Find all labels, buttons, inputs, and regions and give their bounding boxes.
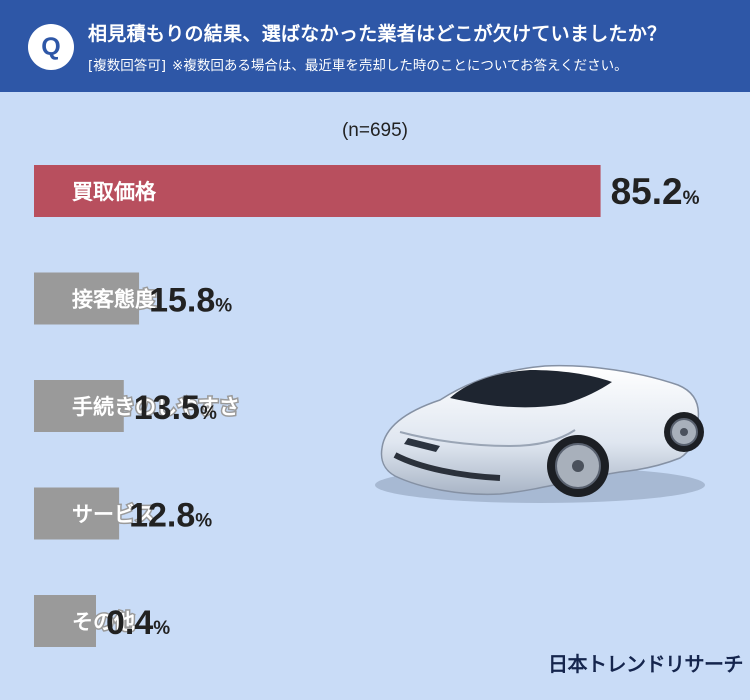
- bar-0: [34, 165, 601, 217]
- value-number-0: 85.2: [611, 171, 683, 212]
- brand-logo-text: 日本トレンドリサーチ: [548, 652, 744, 676]
- value-label-3: 12.8%: [129, 497, 212, 535]
- value-unit-3: %: [195, 511, 212, 532]
- sports-car-illustration: [375, 364, 705, 503]
- category-label-4: その他: [72, 610, 135, 634]
- q-badge: Q: [28, 24, 74, 70]
- bar-1: [34, 272, 140, 325]
- value-unit-1: %: [215, 296, 232, 317]
- category-label-2: 手続きのしやすさ: [72, 395, 240, 419]
- category-label-3: サービス: [72, 503, 156, 527]
- value-number-2: 13.5: [134, 389, 200, 427]
- value-unit-0: %: [683, 188, 700, 209]
- category-label-0: 買取価格: [72, 180, 157, 204]
- bar-4: [34, 595, 96, 647]
- value-label-1: 15.8%: [149, 282, 232, 320]
- note-text: ※複数回ある場合は、最近車を売却した時のことについてお答えください。: [172, 58, 628, 74]
- value-label-0: 85.2%: [611, 171, 700, 212]
- bar-3: [34, 487, 120, 540]
- sample-size: (n=695): [341, 120, 409, 141]
- question-note: [複数回答可] ※複数回ある場合は、最近車を売却した時のことについてお答えください…: [88, 54, 738, 74]
- value-label-2: 13.5%: [134, 389, 217, 427]
- bar-2: [34, 380, 124, 432]
- value-number-3: 12.8: [129, 497, 195, 535]
- value-number-1: 15.8: [149, 282, 215, 320]
- value-unit-2: %: [200, 403, 217, 424]
- value-label-4: 0.4%: [106, 604, 170, 642]
- question-header: Q 相見積もりの結果、選ばなかった業者はどこが欠けていましたか？ [複数回答可]…: [0, 0, 750, 92]
- value-unit-4: %: [153, 618, 170, 639]
- value-number-4: 0.4: [106, 604, 153, 642]
- category-label-1: 接客態度: [72, 288, 156, 312]
- question-title: 相見積もりの結果、選ばなかった業者はどこが欠けていましたか？: [88, 23, 667, 45]
- multiple-answer-tag: [複数回答可]: [88, 58, 167, 74]
